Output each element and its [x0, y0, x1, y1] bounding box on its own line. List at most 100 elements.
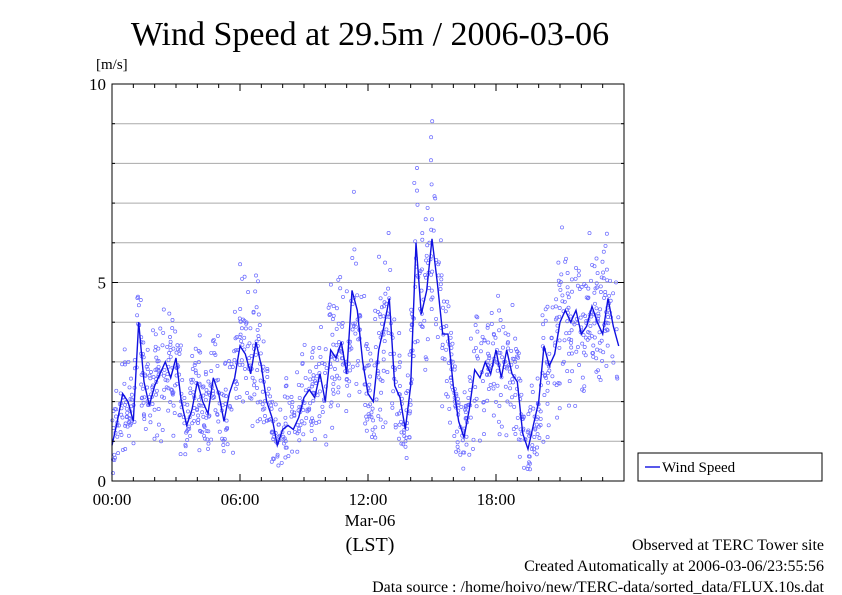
scatter-point: [409, 349, 414, 353]
scatter-point: [526, 464, 531, 469]
scatter-point: [344, 289, 349, 294]
scatter-point: [372, 363, 377, 368]
scatter-point: [430, 217, 434, 222]
scatter-point: [435, 335, 440, 340]
scatter-point: [351, 189, 356, 194]
scatter-point: [382, 304, 386, 309]
scatter-point: [114, 414, 118, 419]
scatter-point: [546, 423, 551, 428]
scatter-point: [328, 282, 333, 287]
scatter-point: [456, 448, 461, 453]
scatter-point: [353, 324, 358, 329]
scatter-point: [206, 429, 211, 434]
scatter-point: [332, 367, 337, 371]
scatter-point: [611, 360, 616, 365]
scatter-point: [152, 407, 157, 412]
scatter-point: [415, 166, 419, 170]
scatter-point: [475, 354, 480, 359]
scatter-point: [188, 433, 193, 438]
scatter-point: [293, 430, 297, 435]
scatter-point: [246, 290, 251, 295]
scatter-point: [119, 432, 124, 437]
scatter-point: [518, 437, 523, 442]
scatter-point: [591, 343, 596, 348]
scatter-point: [386, 331, 391, 336]
scatter-point: [583, 335, 588, 340]
scatter-point: [148, 376, 153, 381]
scatter-point: [203, 372, 208, 377]
scatter-point: [491, 413, 496, 418]
scatter-point: [162, 367, 167, 372]
scatter-point: [429, 307, 434, 312]
scatter-point: [487, 353, 492, 358]
scatter-point: [350, 327, 355, 332]
scatter-point: [355, 293, 360, 298]
scatter-point: [479, 341, 484, 346]
scatter-point: [331, 304, 336, 309]
scatter-point: [464, 442, 469, 447]
scatter-point: [299, 419, 304, 424]
scatter-point: [434, 322, 438, 327]
scatter-point: [596, 311, 601, 316]
scatter-point: [556, 381, 561, 385]
scatter-point: [161, 373, 166, 378]
scatter-point: [120, 362, 125, 367]
scatter-point: [156, 346, 161, 351]
scatter-point: [258, 417, 263, 422]
scatter-point: [429, 227, 434, 232]
scatter-point: [112, 406, 117, 411]
scatter-point: [561, 359, 566, 364]
scatter-point: [576, 268, 581, 273]
scatter-point: [338, 286, 343, 291]
scatter-point: [224, 394, 228, 399]
scatter-point: [370, 406, 375, 411]
scatter-point: [124, 406, 129, 411]
scatter-point: [611, 291, 616, 296]
scatter-point: [168, 354, 173, 359]
scatter-point: [297, 395, 302, 400]
scatter-point: [423, 217, 428, 222]
scatter-point: [402, 430, 406, 435]
scatter-point: [156, 407, 161, 411]
scatter-point: [395, 412, 400, 417]
scatter-point: [292, 412, 297, 417]
scatter-point: [206, 379, 211, 384]
scatter-point: [258, 351, 263, 356]
scatter-point: [569, 277, 574, 282]
scatter-point: [403, 439, 408, 444]
scatter-point: [429, 272, 434, 277]
scatter-point: [471, 437, 476, 442]
scatter-point: [485, 323, 490, 328]
scatter-point: [213, 342, 218, 347]
scatter-point: [161, 330, 166, 335]
scatter-point: [145, 362, 150, 367]
scatter-point: [271, 436, 276, 441]
scatter-point: [597, 375, 602, 379]
scatter-point: [397, 365, 402, 369]
scatter-point: [503, 384, 508, 389]
scatter-point: [129, 397, 134, 402]
scatter-point: [206, 390, 211, 395]
scatter-point: [378, 296, 383, 301]
scatter-point: [557, 406, 562, 411]
scatter-point: [336, 390, 341, 395]
scatter-point: [355, 363, 360, 368]
scatter-point: [497, 432, 502, 437]
scatter-point: [330, 317, 335, 322]
scatter-point: [605, 343, 610, 348]
scatter-point: [383, 260, 388, 265]
scatter-point: [565, 369, 570, 374]
scatter-point: [554, 383, 559, 388]
scatter-point: [178, 412, 183, 417]
scatter-point: [543, 318, 548, 323]
scatter-point: [242, 335, 247, 340]
scatter-point: [391, 389, 396, 394]
scatter-point: [284, 376, 289, 381]
scatter-point: [546, 380, 551, 385]
scatter-point: [373, 317, 378, 322]
scatter-point: [580, 341, 585, 346]
scatter-point: [505, 364, 510, 369]
scatter-point: [603, 293, 608, 298]
scatter-point: [598, 378, 603, 383]
scatter-point: [448, 420, 452, 425]
